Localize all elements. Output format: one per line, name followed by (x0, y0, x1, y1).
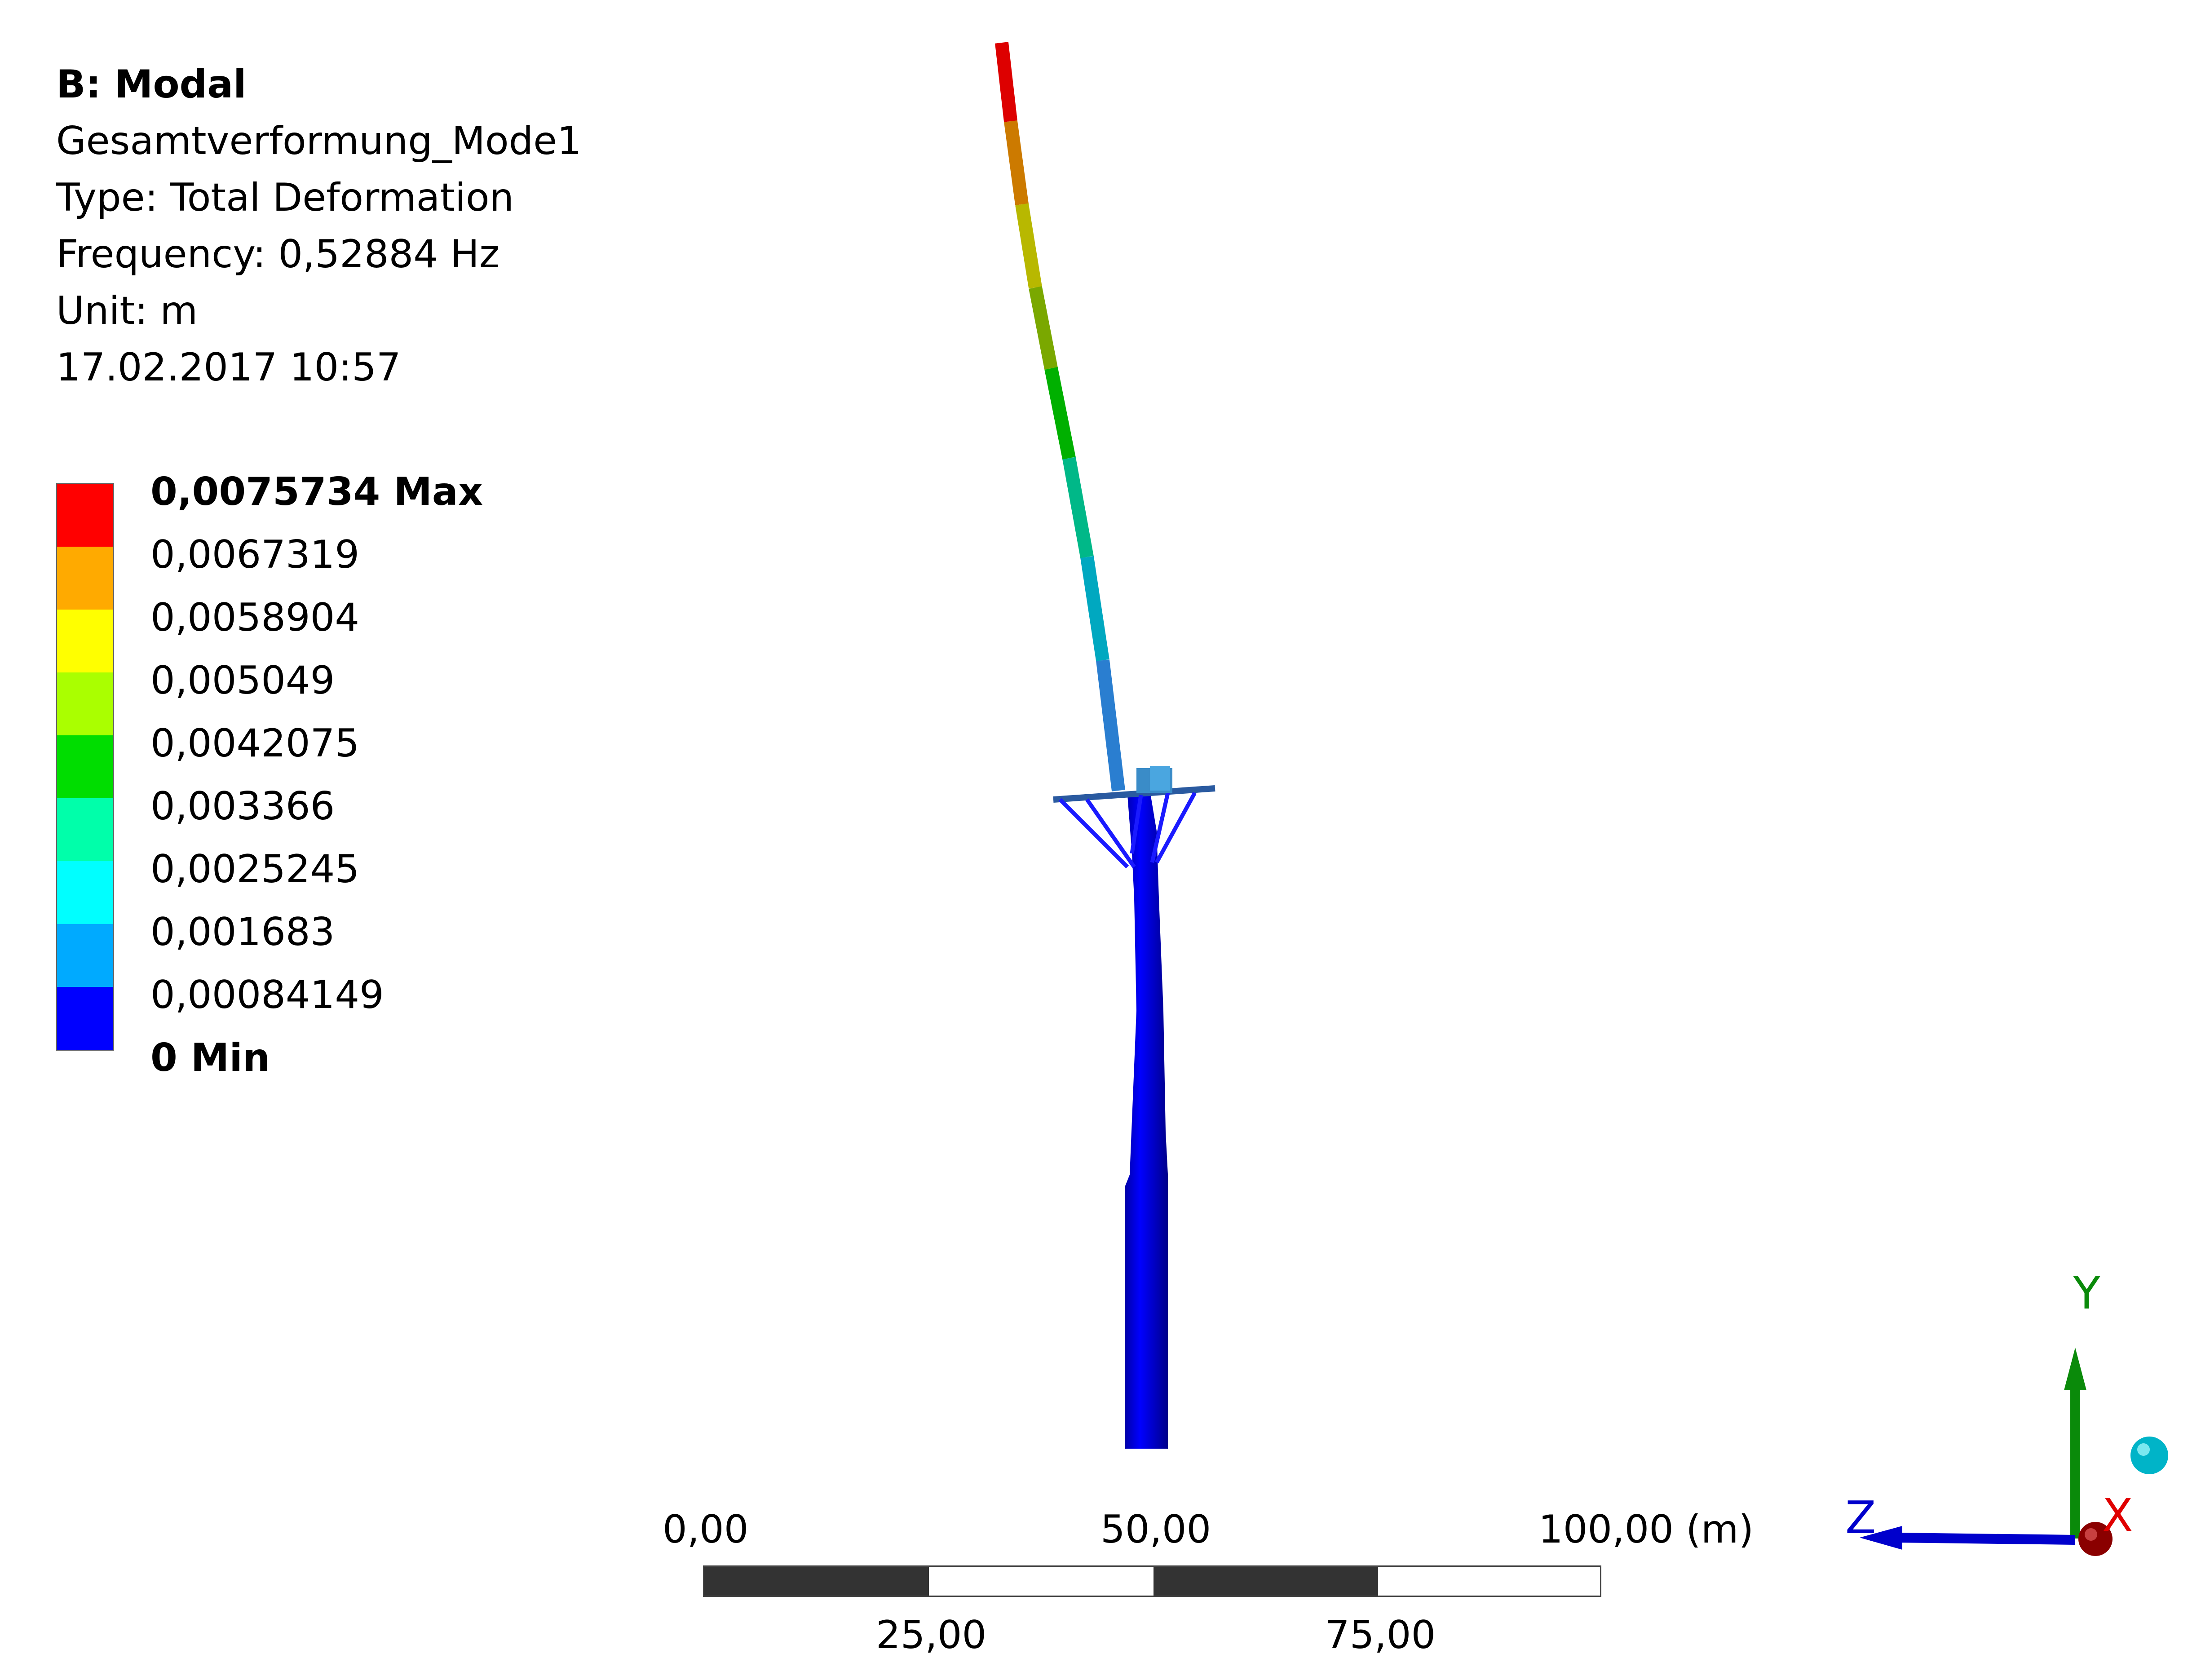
scale-label-25: 25,00 (876, 1613, 987, 1658)
scale-label-50: 50,00 (1100, 1507, 1211, 1552)
result-type: Type: Total Deformation (56, 175, 514, 220)
legend-label: 0,005049 (150, 658, 335, 703)
frequency-readout: Frequency: 0,52884 Hz (56, 232, 500, 277)
mast-upper-section (995, 42, 1125, 791)
scale-bar (703, 1565, 1601, 1597)
legend-label: 0,0025245 (150, 847, 360, 892)
legend-label: 0,001683 (150, 910, 335, 955)
scale-segment (929, 1567, 1154, 1596)
platform (1053, 785, 1215, 869)
legend-label: 0,003366 (150, 784, 335, 829)
legend-label: 0,0058904 (150, 595, 360, 640)
legend-label: 0,0042075 (150, 721, 360, 766)
legend-label-min: 0 Min (150, 1035, 270, 1080)
scale-label-100: 100,00 (m) (1538, 1507, 1754, 1552)
scale-label-75: 75,00 (1325, 1613, 1436, 1658)
legend-label-max: 0,0075734 Max (150, 469, 483, 514)
legend-labels: 0,0075734 Max 0,0067319 0,0058904 0,0050… (150, 460, 483, 1089)
legend-label: 0,00084149 (150, 973, 384, 1017)
scale-segment (704, 1567, 929, 1596)
legend-swatch (57, 735, 113, 798)
legend-swatch (57, 672, 113, 735)
result-name: Gesamtverformung_Mode1 (56, 119, 582, 164)
legend-label: 0,0067319 (150, 532, 360, 577)
triad-y-label: Y (2073, 1267, 2101, 1319)
tower-lower-section (1125, 791, 1168, 1449)
scale-segment (1154, 1567, 1378, 1596)
unit-readout: Unit: m (56, 288, 198, 333)
triad-z-label: Z (1845, 1491, 1876, 1544)
scale-segment (1378, 1567, 1600, 1596)
legend-swatch (57, 484, 113, 547)
timestamp: 17.02.2017 10:57 (56, 345, 401, 390)
legend-swatch (57, 610, 113, 672)
platform-housing (1136, 766, 1172, 793)
triad-x-label: X (2102, 1489, 2133, 1542)
legend-color-bar (56, 483, 114, 1051)
legend-swatch (57, 924, 113, 987)
triad-axes-icon (1860, 1348, 2168, 1556)
legend-swatch (57, 987, 113, 1050)
legend-swatch (57, 547, 113, 610)
result-header: B: Modal Gesamtverformung_Mode1 Type: To… (56, 56, 582, 396)
legend-swatch (57, 798, 113, 861)
analysis-title: B: Modal (56, 62, 247, 107)
scale-label-0: 0,00 (663, 1507, 749, 1552)
legend-swatch (57, 861, 113, 924)
